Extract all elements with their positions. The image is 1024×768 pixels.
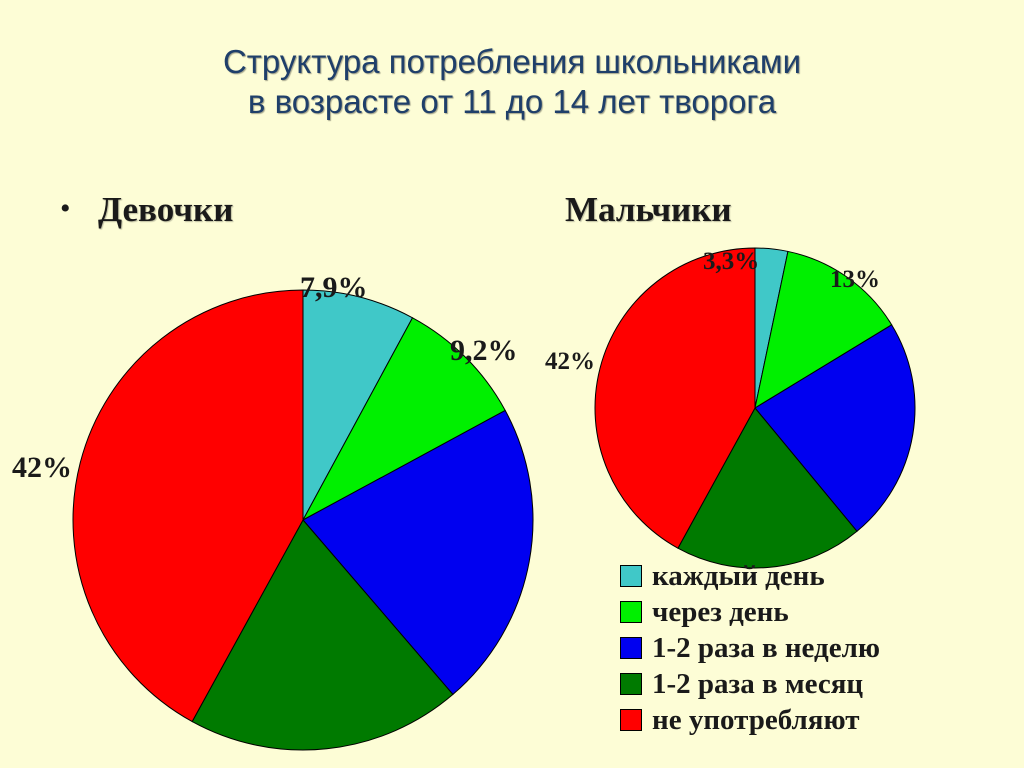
pie-slice-boys-1 bbox=[754, 250, 893, 410]
legend-item: не употребляют bbox=[620, 702, 880, 738]
legend-swatch-daily bbox=[620, 565, 642, 587]
legend-label-daily: каждый день bbox=[652, 559, 825, 592]
legend-swatch-never bbox=[620, 709, 642, 731]
page-title: Структура потребления школьниками в возр… bbox=[0, 42, 1024, 122]
legend-item: через день bbox=[620, 594, 880, 630]
legend-item: 1-2 раза в месяц bbox=[620, 666, 880, 702]
data-label-girls-4: 42% bbox=[12, 451, 72, 484]
legend-label-monthly: 1-2 раза в месяц bbox=[652, 667, 864, 700]
pie-slice-girls-4 bbox=[72, 289, 304, 723]
legend-item: 1-2 раза в неделю bbox=[620, 630, 880, 666]
legend-swatch-weekly bbox=[620, 637, 642, 659]
title-line-1: Структура потребления школьниками bbox=[222, 43, 802, 80]
pie-slice-boys-3 bbox=[677, 407, 858, 569]
legend-label-never: не употребляют bbox=[652, 703, 860, 736]
title-line-2: в возрасте от 11 до 14 лет творога bbox=[247, 83, 777, 120]
legend-swatch-monthly bbox=[620, 673, 642, 695]
data-label-boys-0: 3,3% bbox=[703, 248, 759, 275]
chart-title-boys: Мальчики bbox=[565, 190, 732, 229]
pie-slice-girls-3 bbox=[191, 519, 454, 751]
legend-swatch-every-other-day bbox=[620, 601, 642, 623]
legend-label-weekly: 1-2 раза в неделю bbox=[652, 631, 881, 664]
legend-label-every-other-day: через день bbox=[652, 595, 789, 628]
pie-slice-girls-2 bbox=[302, 409, 534, 696]
data-label-girls-1: 9,2% bbox=[450, 334, 518, 367]
pie-slice-boys-2 bbox=[754, 324, 916, 532]
chart-title-girls: Девочки bbox=[98, 190, 234, 229]
data-label-girls-0: 7,9% bbox=[300, 271, 368, 304]
bullet-dot: • bbox=[60, 192, 71, 225]
legend-item: каждый день bbox=[620, 558, 880, 594]
legend: каждый день через день 1-2 раза в неделю… bbox=[620, 558, 880, 738]
pie-slice-girls-1 bbox=[301, 317, 506, 522]
data-label-boys-4: 42% bbox=[545, 348, 595, 375]
pie-slice-girls-0 bbox=[302, 289, 414, 521]
pie-slice-boys-4 bbox=[594, 247, 756, 549]
data-label-boys-1: 13% bbox=[830, 266, 880, 293]
